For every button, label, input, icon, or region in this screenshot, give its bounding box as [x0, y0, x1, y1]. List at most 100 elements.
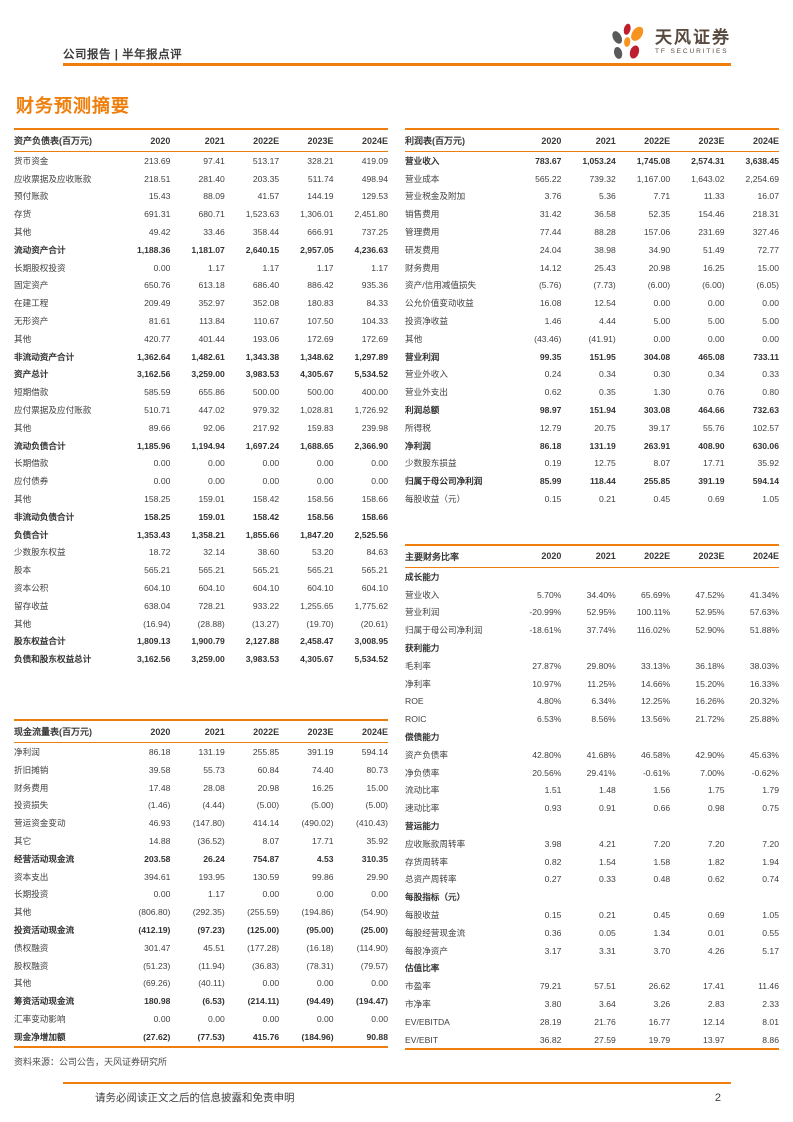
cell-value: 391.19 — [698, 476, 725, 487]
year-column-header: 2020 — [116, 719, 171, 744]
cell-value: 511.74 — [307, 173, 334, 184]
cell-value: -0.62% — [751, 767, 779, 778]
cell-value: 585.59 — [144, 387, 171, 398]
cell-value: 0.00 — [208, 458, 225, 469]
year-column-header: 2021 — [170, 719, 225, 744]
cell-value: -18.61% — [529, 625, 562, 636]
table-row: 净负债率 20.56% 29.41% -0.61% 7.00% -0.62% — [405, 764, 779, 782]
cell-value: 0.00 — [208, 1013, 225, 1024]
cell-value: 0.33 — [762, 369, 779, 380]
table-row: 管理费用 77.44 88.28 157.06 231.69 327.46 — [405, 223, 779, 241]
year-column-header: 2023E — [670, 543, 725, 568]
page-number: 2 — [714, 1092, 721, 1104]
row-label: 获利能力 — [405, 643, 440, 654]
cell-value: 1.30 — [653, 387, 671, 398]
row-label: 其他 — [14, 618, 32, 629]
cell-value: 172.69 — [361, 333, 388, 344]
cell-value: 1.75 — [707, 785, 725, 796]
year-column-header: 2021 — [561, 543, 616, 568]
cell-value: 310.35 — [361, 853, 388, 864]
table-row: 其他 (806.80) (292.35) (255.59) (194.86) (54.90… — [14, 903, 388, 921]
cell-value: 13.56% — [641, 714, 671, 725]
table-row: 归属于母公司净利润 85.99 118.44 255.85 391.19 594.14 — [405, 472, 779, 490]
cell-value: 0.00 — [371, 978, 388, 989]
cell-value: 77.44 — [539, 227, 562, 238]
row-label: 每股收益（元） — [405, 494, 466, 505]
cell-value: 666.91 — [307, 227, 334, 238]
table-row: 财务费用 17.48 28.08 20.98 16.25 15.00 — [14, 779, 388, 797]
table-row: EV/EBITDA 28.19 21.76 16.77 12.14 8.01 — [405, 1013, 779, 1031]
cell-value: 16.07 — [757, 191, 779, 202]
cell-value: 464.66 — [698, 405, 725, 416]
cell-value: 7.20 — [653, 838, 671, 849]
cell-value: 130.59 — [252, 871, 280, 882]
row-label: 资产总计 — [14, 369, 49, 380]
cell-value: 131.19 — [198, 747, 225, 757]
table-row: 投资损失 (1.46) (4.44) (5.00) (5.00) (5.00) — [14, 797, 388, 815]
table-row: 存货 691.31 680.71 1,523.63 1,306.01 2,451.80 — [14, 205, 388, 223]
table-row: 留存收益 638.04 728.21 933.22 1,255.65 1,775.62 — [14, 597, 388, 615]
cell-value: 2,366.90 — [354, 440, 388, 451]
cell-value: 0.00 — [153, 1013, 171, 1024]
row-label: 负债和股东权益总计 — [14, 654, 92, 665]
row-label: 利润总额 — [405, 405, 440, 416]
cell-value: 604.10 — [252, 583, 280, 594]
cell-value: 2,640.15 — [245, 244, 280, 255]
cell-value — [561, 728, 615, 746]
cell-value: 52.95% — [586, 607, 616, 618]
row-label: 股权融资 — [14, 960, 49, 971]
cell-value: 303.08 — [643, 405, 671, 416]
year-column-header: 2023E — [279, 719, 334, 744]
cell-value: 1.48 — [599, 785, 616, 796]
cell-value: 565.21 — [252, 565, 280, 576]
table-row: 长期借款 0.00 0.00 0.00 0.00 0.00 — [14, 455, 388, 473]
row-label: 营业利润 — [405, 607, 440, 618]
row-label: 市盈率 — [405, 981, 431, 992]
cell-value: 0.48 — [653, 874, 671, 885]
cell-value — [670, 567, 724, 585]
cell-value: 0.21 — [599, 909, 616, 920]
cell-value: 32.14 — [203, 547, 225, 558]
row-label: 存货周转率 — [405, 856, 448, 867]
table-row: 少数股东权益 18.72 32.14 38.60 53.20 84.63 — [14, 544, 388, 562]
cell-value: 0.01 — [707, 927, 725, 938]
page-title: 财务预测摘要 — [16, 96, 130, 116]
cell-value: 0.05 — [599, 927, 616, 938]
cell-value: 3,638.45 — [745, 155, 779, 166]
row-label: 财务费用 — [405, 262, 440, 273]
row-label: 营业收入 — [405, 155, 440, 166]
cell-value: 1.34 — [653, 927, 671, 938]
cell-value: 0.69 — [707, 494, 725, 505]
cell-value: 26.62 — [648, 981, 671, 992]
row-label: 债权融资 — [14, 942, 49, 953]
table-row: 经营活动现金流 203.58 26.24 754.87 4.53 310.35 — [14, 850, 388, 868]
cell-value: 7.71 — [653, 191, 671, 202]
cell-value: 1.94 — [762, 856, 779, 867]
row-label: 营运资金变动 — [14, 818, 66, 829]
cell-value: (77.53) — [170, 1027, 225, 1048]
logo-text: 天风证券 TF SECURITIES — [655, 29, 731, 56]
table-row: 总资产周转率 0.27 0.33 0.48 0.62 0.74 — [405, 870, 779, 888]
cell-value: 46.93 — [148, 818, 171, 829]
row-label: 财务费用 — [14, 782, 49, 793]
table-row: 每股收益（元） 0.15 0.21 0.45 0.69 1.05 — [405, 490, 779, 508]
cell-value: 0.15 — [544, 494, 562, 505]
cell-value: 281.40 — [198, 173, 225, 184]
cell-value: (36.52) — [197, 835, 225, 846]
cell-value — [725, 817, 779, 835]
table-row: 营业成本 565.22 739.32 1,167.00 1,643.02 2,254.69 — [405, 170, 779, 188]
cell-value: 650.76 — [144, 280, 171, 291]
cell-value: 100.11% — [636, 607, 671, 618]
cell-value: 3.26 — [653, 998, 671, 1009]
cell-value: 33.46 — [203, 227, 225, 238]
row-label: 无形资产 — [14, 316, 49, 327]
row-label: 每股指标（元） — [405, 892, 466, 903]
cell-value — [561, 567, 615, 585]
year-column-header: 2021 — [170, 128, 225, 152]
table-row: 流动比率 1.51 1.48 1.56 1.75 1.79 — [405, 782, 779, 800]
cell-value: 116.02% — [636, 625, 671, 636]
cell-value: (184.96) — [279, 1027, 334, 1048]
table-row: 资产总计 3,162.56 3,259.00 3,983.53 4,305.67 5,53… — [14, 366, 388, 384]
cell-value: 81.61 — [148, 316, 171, 327]
table-row: 非流动负债合计 158.25 159.01 158.42 158.56 158.66 — [14, 508, 388, 526]
